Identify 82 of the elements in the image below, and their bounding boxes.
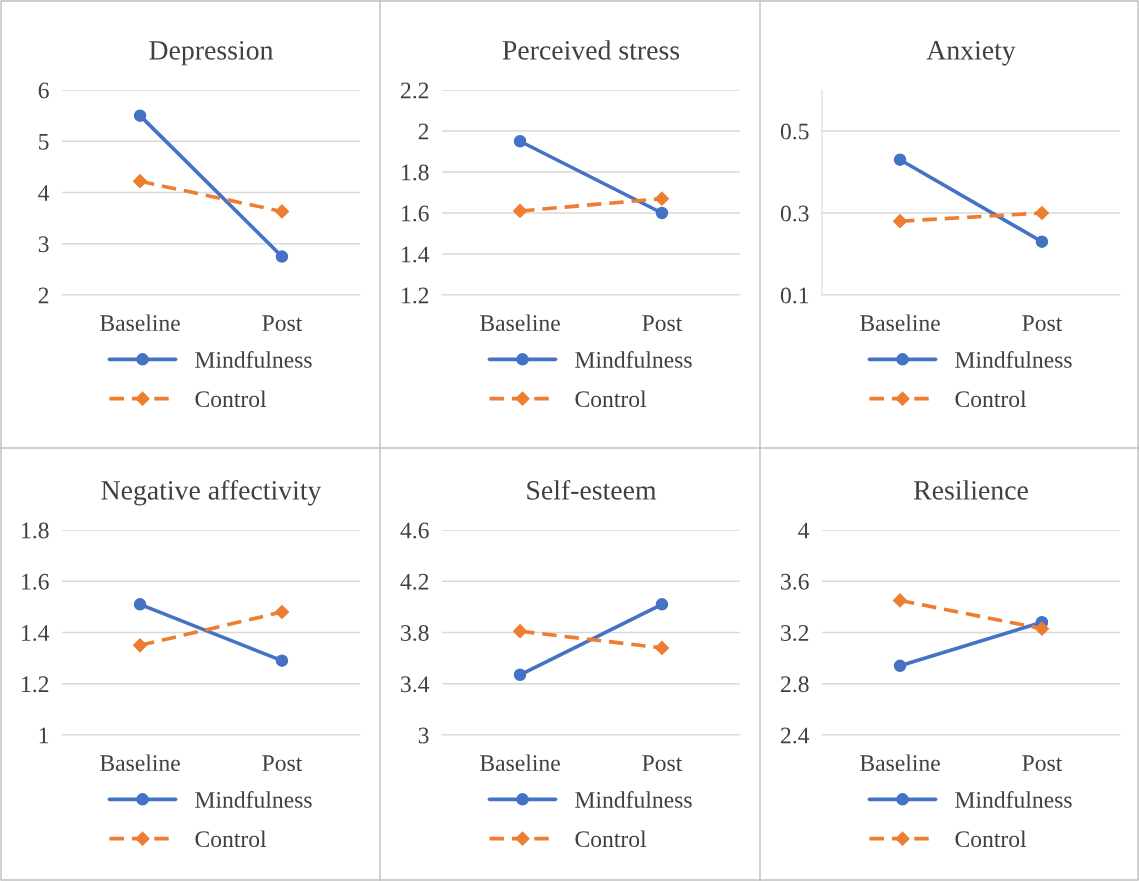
- x-tick-label: Baseline: [480, 754, 560, 772]
- point: [654, 191, 670, 206]
- chart-title: Self-esteem: [527, 479, 657, 500]
- y-tick-label: 1.2: [22, 676, 49, 693]
- y-tick-label: 3: [38, 236, 49, 253]
- y-tick-label: 1: [39, 727, 49, 744]
- y-tick-label: 0.1: [780, 287, 809, 304]
- x-tick-label: Baseline: [860, 314, 940, 332]
- x-tick-label: Post: [262, 315, 303, 332]
- point: [1034, 621, 1050, 636]
- x-tick-label: Post: [642, 315, 683, 332]
- chart-title: Resilience: [913, 480, 1028, 500]
- x-tick-label: Post: [262, 755, 303, 772]
- point: [512, 624, 528, 639]
- y-tick-label: 1.6: [402, 205, 429, 222]
- y-tick-label: 4: [38, 185, 50, 201]
- legend-label: Control: [195, 390, 267, 408]
- y-tick-label: 3.2: [781, 625, 809, 642]
- x-tick-label: Baseline: [480, 314, 560, 332]
- legend-label: Control: [955, 390, 1027, 408]
- legend-label: Control: [195, 830, 267, 848]
- legend-label: Mindfulness: [195, 351, 312, 368]
- y-tick-label: 2.2: [401, 82, 429, 99]
- point: [132, 638, 148, 653]
- legend-label: Mindfulness: [955, 791, 1072, 808]
- x-tick-label: Baseline: [860, 754, 940, 772]
- y-tick-label: 2: [418, 123, 429, 140]
- legend-label: Control: [955, 830, 1027, 848]
- x-tick-label: Post: [1022, 315, 1063, 332]
- chart-title: Perceived stress: [502, 40, 680, 60]
- legend-label: Mindfulness: [955, 351, 1072, 368]
- legend-label: Mindfulness: [195, 791, 312, 808]
- y-tick-label: 1.4: [402, 246, 430, 263]
- point: [513, 668, 527, 682]
- y-tick-label: 2: [38, 287, 49, 304]
- legend-label: Mindfulness: [575, 351, 692, 368]
- chart-title: Negative affectivity: [101, 479, 322, 506]
- y-tick-label: 5: [39, 133, 49, 150]
- point: [892, 593, 908, 608]
- point: [892, 214, 908, 229]
- x-tick-label: Baseline: [100, 314, 180, 332]
- y-tick-label: 2.4: [781, 727, 810, 744]
- point: [132, 174, 148, 189]
- point: [133, 598, 147, 611]
- point: [1035, 235, 1049, 248]
- x-tick-label: Post: [1022, 755, 1063, 772]
- y-tick-label: 6: [38, 82, 49, 99]
- point: [655, 598, 669, 611]
- y-tick-label: 3.8: [401, 624, 429, 642]
- point: [133, 109, 147, 122]
- x-tick-label: Post: [642, 755, 683, 772]
- chart-title: Anxiety: [926, 41, 1016, 66]
- y-tick-label: 4.2: [400, 573, 429, 590]
- y-tick-label: 1.8: [402, 164, 429, 181]
- x-tick-label: Baseline: [100, 754, 180, 772]
- point: [274, 604, 290, 620]
- point: [893, 153, 907, 166]
- point: [275, 654, 289, 667]
- y-tick-label: 2.8: [781, 676, 809, 693]
- point: [275, 250, 289, 263]
- y-tick-label: 3: [418, 727, 429, 744]
- legend-label: Control: [575, 830, 647, 848]
- y-tick-label: 1.6: [22, 573, 49, 590]
- y-tick-label: 1.4: [22, 625, 50, 642]
- y-tick-label: 3.6: [781, 573, 809, 590]
- point: [654, 640, 670, 655]
- y-tick-label: 4.6: [400, 522, 429, 539]
- point: [512, 203, 528, 219]
- point: [274, 204, 290, 219]
- y-tick-label: 1.8: [22, 522, 49, 539]
- legend-label: Control: [575, 390, 647, 408]
- point: [893, 659, 907, 673]
- y-tick-label: 0.5: [780, 123, 809, 140]
- y-tick-label: 4: [798, 522, 810, 539]
- point: [1034, 205, 1050, 221]
- legend-label: Mindfulness: [575, 791, 692, 808]
- point: [513, 134, 527, 148]
- chart-title: Depression: [149, 41, 274, 66]
- point: [655, 206, 669, 220]
- y-tick-label: 1.2: [402, 287, 429, 304]
- y-tick-label: 3.4: [401, 676, 430, 693]
- y-tick-label: 0.3: [780, 205, 809, 222]
